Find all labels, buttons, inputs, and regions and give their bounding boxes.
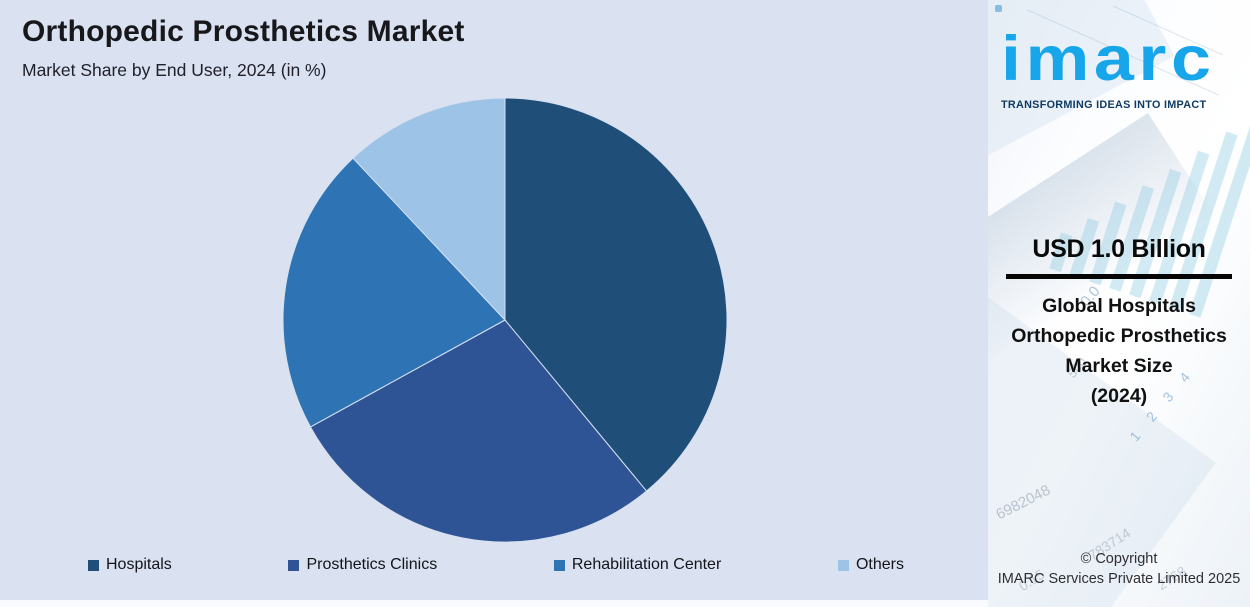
imarc-logo: imarc TRANSFORMING IDEAS INTO IMPACT	[1001, 26, 1242, 111]
pie-chart	[282, 97, 728, 543]
metric-value: USD 1.0 Billion	[1032, 235, 1206, 263]
legend-label: Rehabilitation Center	[571, 556, 722, 573]
metric-label-line: Global Hospitals	[1042, 295, 1196, 317]
pie-slice-hospitals	[504, 97, 728, 492]
metric-label-line: Market Size	[1065, 355, 1173, 377]
metric-label-line: (2024)	[1090, 385, 1148, 407]
copyright-line: © Copyright	[1080, 551, 1158, 567]
page-title: Orthopedic Prosthetics Market	[22, 15, 465, 48]
bottom-strip	[0, 600, 988, 607]
legend-swatch	[837, 559, 849, 571]
dot-decoration	[995, 5, 1002, 12]
copyright-line: IMARC Services Private Limited 2025	[997, 571, 1241, 587]
logo-tagline: TRANSFORMING IDEAS INTO IMPACT	[1001, 99, 1207, 112]
legend-swatch	[88, 559, 99, 571]
legend-swatch	[288, 559, 300, 571]
legend-item-others: Others	[837, 556, 904, 574]
chart-panel: Orthopedic Prosthetics Market Market Sha…	[0, 15, 988, 607]
imarc-logo-text: imarc	[1001, 24, 1216, 94]
legend: Hospitals Prosthetics Clinics Rehabilitati…	[0, 556, 988, 574]
legend-item-hospitals: Hospitals	[88, 556, 172, 574]
legend-swatch	[553, 559, 565, 571]
metric-label: Global Hospitals Orthopedic Prosthetics …	[1000, 291, 1238, 411]
pie-slice-others	[352, 97, 506, 322]
copyright: © Copyright IMARC Services Private Limit…	[988, 549, 1250, 589]
legend-label: Hospitals	[106, 556, 172, 573]
pie-slice-rehabilitation-center	[282, 157, 506, 428]
metric-label-line: Orthopedic Prosthetics	[1011, 325, 1227, 347]
divider	[1006, 274, 1232, 279]
chart-subtitle: Market Share by End User, 2024 (in %)	[22, 60, 327, 80]
legend-label: Others	[855, 556, 904, 573]
metric-block: USD 1.0 Billion Global Hospitals Orthope…	[1000, 233, 1238, 411]
legend-label: Prosthetics Clinics	[306, 556, 438, 573]
pie-slice-prosthetics-clinics	[309, 319, 648, 543]
sidebar: 0.0 1 2 3 4 500 6982048 783714 0.15 2768 imarc…	[988, 0, 1250, 607]
legend-item-prosthetics-clinics: Prosthetics Clinics	[288, 556, 437, 574]
legend-item-rehabilitation-center: Rehabilitation Center	[553, 556, 722, 574]
